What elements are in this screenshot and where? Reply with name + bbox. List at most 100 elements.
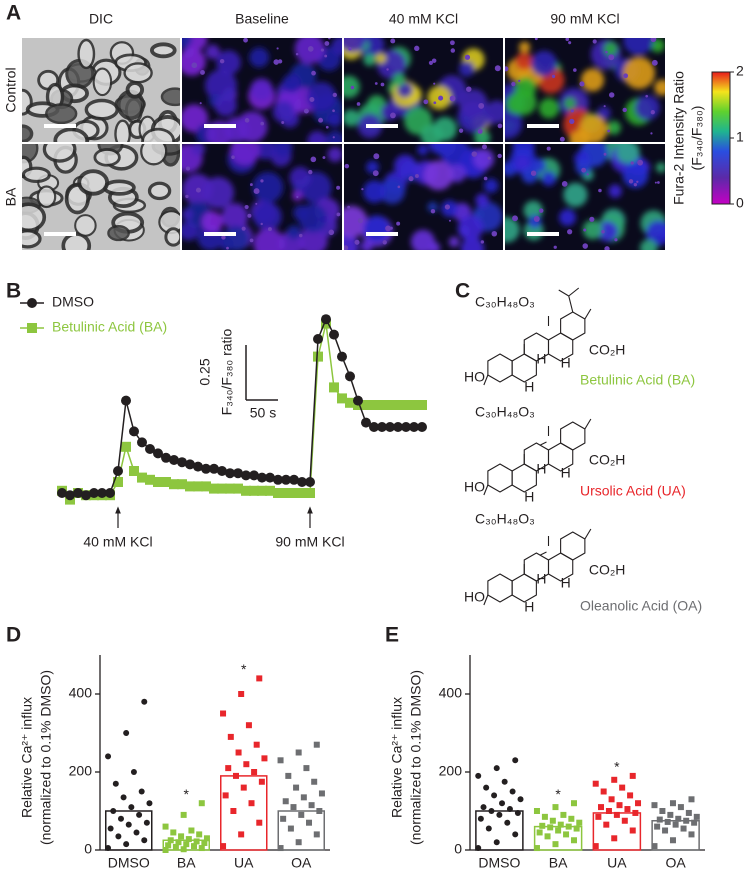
bar bbox=[533, 825, 583, 851]
speck bbox=[534, 38, 538, 41]
data-point bbox=[517, 796, 524, 803]
data-point bbox=[512, 831, 519, 838]
cell bbox=[214, 94, 237, 117]
marker bbox=[137, 437, 147, 448]
x-tick-label: BA bbox=[177, 855, 196, 871]
cell bbox=[22, 166, 51, 184]
data-point bbox=[300, 794, 307, 801]
speck bbox=[433, 101, 437, 105]
data-point bbox=[621, 817, 628, 824]
cell bbox=[423, 160, 454, 191]
marker bbox=[225, 468, 235, 479]
speck bbox=[299, 233, 303, 238]
speck bbox=[396, 221, 401, 226]
cell bbox=[623, 57, 656, 89]
speck bbox=[650, 38, 657, 43]
marker bbox=[273, 474, 283, 485]
cell bbox=[344, 205, 368, 238]
data-point bbox=[203, 835, 210, 842]
data-point bbox=[285, 772, 292, 779]
atom-label: HO bbox=[464, 369, 485, 385]
speck bbox=[450, 48, 456, 53]
data-point bbox=[256, 675, 263, 682]
marker bbox=[73, 488, 83, 498]
cell bbox=[597, 221, 618, 242]
marker bbox=[193, 481, 203, 492]
micrograph bbox=[22, 144, 180, 250]
cell bbox=[523, 200, 543, 221]
data-point bbox=[680, 825, 687, 832]
legend-label: DMSO bbox=[52, 294, 94, 310]
data-point bbox=[659, 808, 666, 814]
cell bbox=[441, 200, 459, 218]
cell bbox=[327, 146, 342, 163]
data-point bbox=[613, 811, 620, 818]
data-point bbox=[504, 819, 511, 826]
data-point bbox=[568, 815, 575, 822]
marker bbox=[185, 481, 195, 492]
cell bbox=[216, 50, 241, 75]
data-point bbox=[677, 804, 684, 811]
data-point bbox=[180, 846, 187, 853]
data-point bbox=[238, 831, 245, 838]
speck bbox=[324, 41, 330, 46]
cell bbox=[22, 202, 47, 233]
data-point bbox=[107, 825, 114, 832]
atom-label: HO bbox=[464, 589, 485, 605]
speck bbox=[487, 156, 491, 160]
speck bbox=[491, 230, 498, 237]
y-tick-label: 200 bbox=[439, 763, 463, 779]
cell bbox=[457, 215, 484, 241]
marker bbox=[409, 400, 419, 410]
data-point bbox=[611, 835, 618, 842]
marker bbox=[113, 466, 123, 476]
cell bbox=[363, 53, 376, 67]
cell bbox=[597, 106, 611, 120]
cell bbox=[273, 144, 293, 158]
cell bbox=[380, 103, 398, 121]
atom-label: CO₂H bbox=[589, 342, 626, 358]
data-point bbox=[138, 788, 145, 795]
speck bbox=[221, 235, 226, 240]
y-tick-label: 200 bbox=[69, 763, 93, 779]
cell bbox=[140, 144, 168, 166]
data-point bbox=[178, 833, 185, 840]
cell bbox=[531, 50, 557, 77]
marker bbox=[201, 481, 211, 492]
data-point bbox=[544, 833, 551, 840]
cell bbox=[253, 202, 282, 231]
speck bbox=[581, 167, 587, 173]
data-point bbox=[600, 788, 607, 795]
cell bbox=[160, 87, 180, 107]
cell bbox=[123, 62, 153, 84]
marker bbox=[177, 479, 187, 490]
compound-name: Ursolic Acid (UA) bbox=[580, 483, 686, 499]
cell bbox=[182, 38, 193, 49]
data-point bbox=[253, 741, 260, 748]
legend-marker bbox=[27, 323, 37, 333]
speck bbox=[249, 238, 254, 243]
data-point bbox=[651, 843, 658, 850]
scale-bar-y-label: 0.25 bbox=[197, 358, 213, 385]
x-tick-label: UA bbox=[234, 855, 254, 871]
double-bond bbox=[540, 441, 547, 446]
speck bbox=[328, 38, 331, 40]
marker bbox=[377, 400, 387, 410]
compound-name: Betulinic Acid (BA) bbox=[580, 372, 695, 388]
data-point bbox=[120, 794, 127, 801]
marker bbox=[393, 400, 403, 410]
marker bbox=[345, 397, 355, 408]
data-point bbox=[125, 821, 132, 828]
speck bbox=[546, 146, 551, 151]
marker bbox=[329, 382, 339, 393]
cell bbox=[204, 69, 237, 102]
cell bbox=[307, 130, 328, 142]
cell bbox=[640, 239, 658, 250]
cell bbox=[634, 95, 660, 121]
speck bbox=[408, 176, 414, 182]
marker bbox=[385, 400, 395, 410]
marker bbox=[241, 470, 251, 481]
speck bbox=[478, 102, 485, 109]
marker bbox=[313, 351, 323, 362]
